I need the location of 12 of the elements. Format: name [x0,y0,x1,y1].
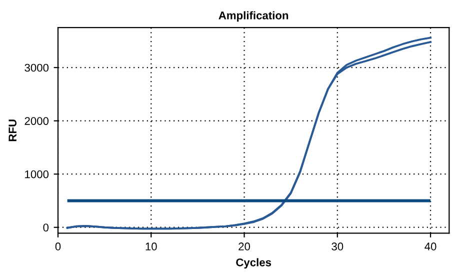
x-tick-label: 30 [332,242,344,250]
chart-title: Amplification [218,11,288,22]
y-tick-label: 3000 [24,64,49,72]
y-tick-label: 1000 [25,170,49,178]
x-axis-title: Cycles [236,258,272,269]
x-tick-label: 40 [424,242,436,250]
x-tick-label: 0 [55,242,61,250]
x-tick-label: 20 [238,242,250,250]
x-tick-label: 10 [146,242,157,250]
y-tick-label: 2000 [24,117,49,125]
y-tick-label: 0 [43,224,49,232]
y-axis-title: RFU [8,120,17,142]
